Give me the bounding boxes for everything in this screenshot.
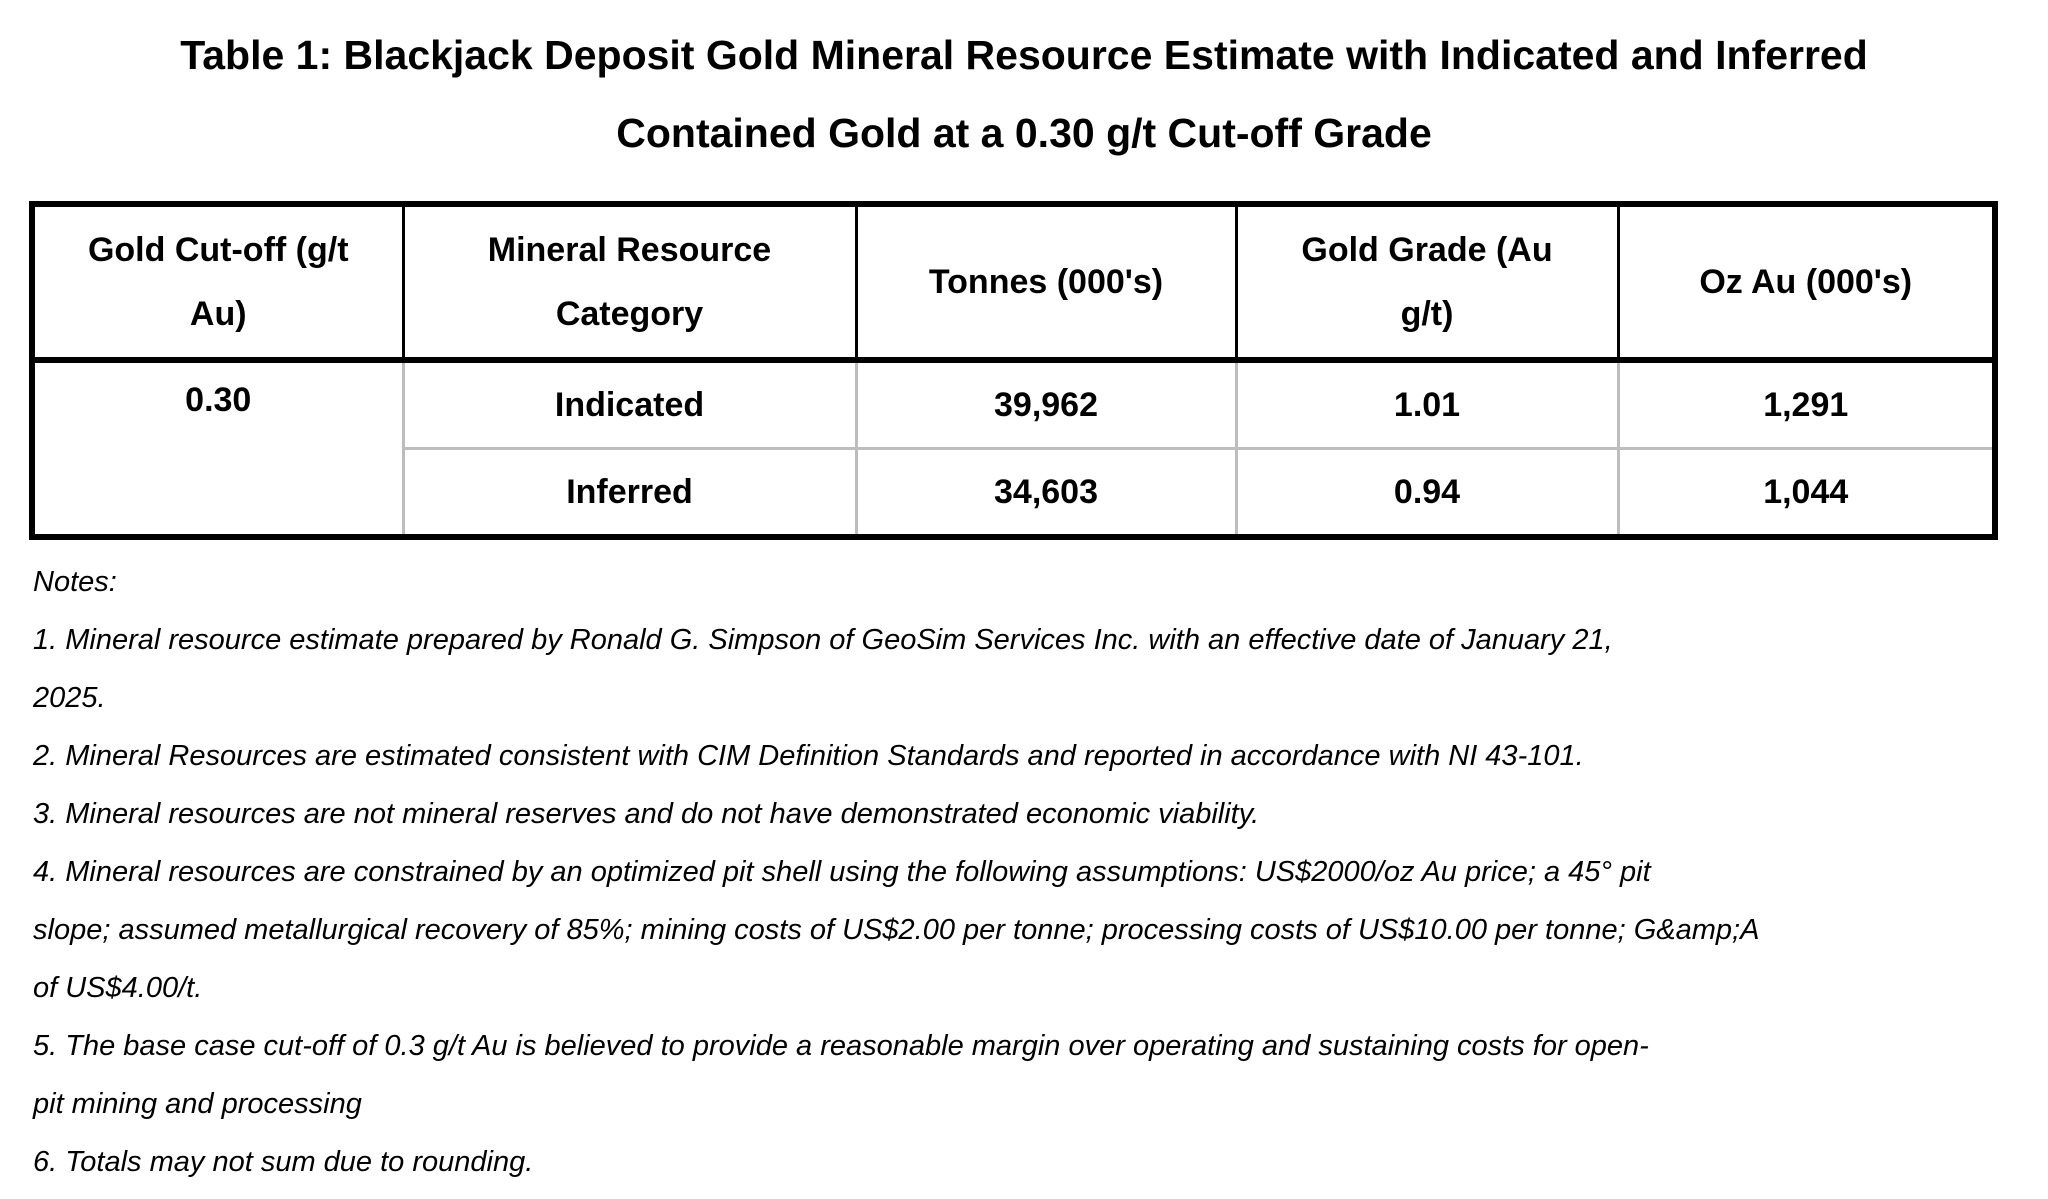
- note-line: 5. The base case cut-off of 0.3 g/t Au i…: [33, 1030, 1649, 1062]
- header-tonnes: Tonnes (000's): [854, 204, 1236, 363]
- table-title: Table 1: Blackjack Deposit Gold Mineral …: [0, 16, 2048, 172]
- note-line: slope; assumed metallurgical recovery of…: [33, 914, 1760, 946]
- category-cell: Inferred: [401, 447, 856, 537]
- tonnes-cell: 39,962: [854, 358, 1236, 449]
- header-row: Gold Cut-off (g/t Au) Mineral Resource Cat…: [32, 204, 1995, 363]
- header-grade: Gold Grade (Au g/t): [1234, 204, 1618, 363]
- note-line: 1. Mineral resource estimate prepared by…: [33, 624, 1613, 656]
- table-row: Inferred 34,603 0.94 1,044: [32, 447, 1995, 537]
- cutoff-cell: 0.30: [32, 358, 403, 537]
- note-line: pit mining and processing: [33, 1088, 362, 1120]
- note-line: 3. Mineral resources are not mineral res…: [33, 798, 1260, 830]
- note-line: 2025.: [33, 682, 106, 714]
- grade-cell: 0.94: [1234, 447, 1618, 537]
- tonnes-cell: 34,603: [854, 447, 1236, 537]
- notes: Notes: 1. Mineral resource estimate prep…: [33, 553, 1759, 1191]
- note-line: 4. Mineral resources are constrained by …: [33, 856, 1651, 888]
- header-category: Mineral Resource Category: [401, 204, 856, 363]
- title-line-1: Table 1: Blackjack Deposit Gold Mineral …: [180, 32, 1868, 78]
- title-line-2: Contained Gold at a 0.30 g/t Cut-off Gra…: [616, 110, 1432, 156]
- table-row: 0.30 Indicated 39,962 1.01 1,291: [32, 358, 1995, 537]
- category-cell: Indicated: [401, 358, 856, 449]
- header-oz: Oz Au (000's): [1616, 204, 1995, 363]
- resource-table: Gold Cut-off (g/t Au) Mineral Resource Cat…: [29, 201, 1998, 540]
- notes-heading: Notes:: [33, 566, 117, 598]
- oz-cell: 1,291: [1616, 358, 1995, 449]
- note-line: of US$4.00/t.: [33, 972, 203, 1004]
- grade-cell: 1.01: [1234, 358, 1618, 449]
- note-line: 6. Totals may not sum due to rounding.: [33, 1146, 534, 1178]
- note-line: 2. Mineral Resources are estimated consi…: [33, 740, 1584, 772]
- oz-cell: 1,044: [1616, 447, 1995, 537]
- header-cutoff: Gold Cut-off (g/t Au): [32, 204, 403, 363]
